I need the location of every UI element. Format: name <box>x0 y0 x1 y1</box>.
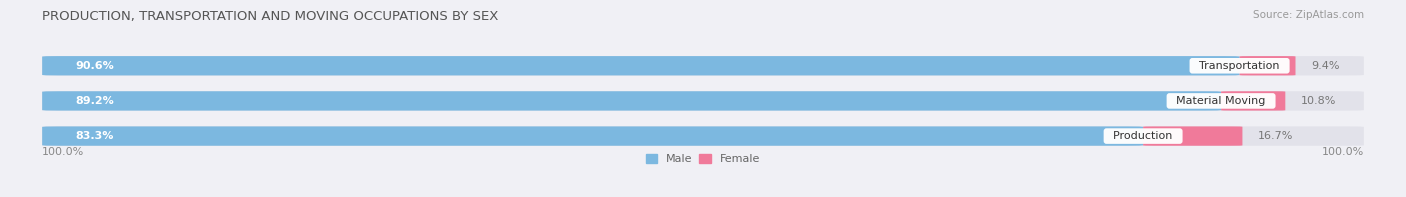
FancyBboxPatch shape <box>42 91 1364 111</box>
FancyBboxPatch shape <box>42 91 1220 111</box>
Text: 100.0%: 100.0% <box>1322 147 1364 157</box>
Text: 83.3%: 83.3% <box>76 131 114 141</box>
Text: 100.0%: 100.0% <box>42 147 84 157</box>
Text: 9.4%: 9.4% <box>1312 61 1340 71</box>
FancyBboxPatch shape <box>42 126 1364 146</box>
Text: 90.6%: 90.6% <box>76 61 114 71</box>
Text: Material Moving: Material Moving <box>1170 96 1272 106</box>
FancyBboxPatch shape <box>42 56 1364 75</box>
Legend: Male, Female: Male, Female <box>641 149 765 169</box>
FancyBboxPatch shape <box>42 126 1143 146</box>
FancyBboxPatch shape <box>1240 56 1295 75</box>
Text: 89.2%: 89.2% <box>76 96 114 106</box>
Text: 10.8%: 10.8% <box>1301 96 1337 106</box>
Text: 16.7%: 16.7% <box>1258 131 1294 141</box>
Text: Transportation: Transportation <box>1192 61 1286 71</box>
FancyBboxPatch shape <box>1220 91 1285 111</box>
FancyBboxPatch shape <box>42 56 1240 75</box>
Text: Source: ZipAtlas.com: Source: ZipAtlas.com <box>1253 10 1364 20</box>
Text: PRODUCTION, TRANSPORTATION AND MOVING OCCUPATIONS BY SEX: PRODUCTION, TRANSPORTATION AND MOVING OC… <box>42 10 499 23</box>
FancyBboxPatch shape <box>1143 126 1243 146</box>
Text: Production: Production <box>1107 131 1180 141</box>
